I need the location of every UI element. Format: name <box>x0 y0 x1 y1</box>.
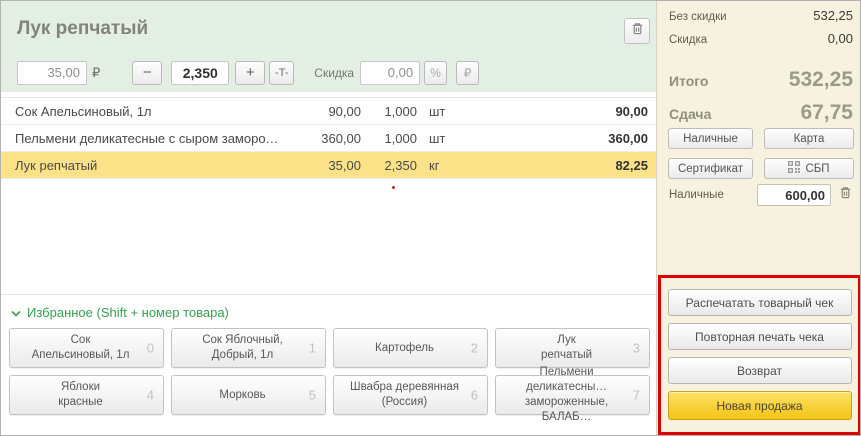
selected-item-header: Лук репчатый ₽ − + -T- Скидка % ₽ <box>1 1 656 92</box>
favorite-label: Пельмени деликатесны… замороженные, БАЛА… <box>524 366 609 423</box>
favorite-hotkey: 2 <box>470 340 478 356</box>
text-cursor-icon[interactable]: -T- <box>269 60 295 85</box>
pay-sbp-button[interactable]: СБП <box>764 158 854 179</box>
item-unit: шт <box>429 130 446 146</box>
table-row[interactable]: Сок Апельсиновый, 1л 90,00 1,000 шт 90,0… <box>1 98 656 125</box>
red-dot-artifact <box>392 186 395 189</box>
change-label: Сдача <box>669 106 712 122</box>
pay-certificate-button[interactable]: Сертификат <box>668 158 753 179</box>
total-value: 532,25 <box>788 68 853 91</box>
print-goods-receipt-button[interactable]: Распечатать товарный чек <box>667 289 852 316</box>
subtotal-row: Без скидки 532,25 <box>669 8 853 23</box>
favorite-label: Сок Яблочный, Добрый, 1л <box>202 334 283 361</box>
favorite-label: Яблоки красные <box>58 381 103 408</box>
refund-button[interactable]: Возврат <box>667 357 852 384</box>
discount-sum-value: 0,00 <box>827 31 853 46</box>
total-label: Итого <box>669 73 709 89</box>
discount-label: Скидка <box>314 65 355 80</box>
favorites-panel: Избранное (Shift + номер товара) Сок Апе… <box>1 294 656 435</box>
quantity-input[interactable] <box>171 60 230 85</box>
favorite-label: Сок Апельсиновый, 1л <box>31 334 130 361</box>
favorite-hotkey: 4 <box>146 387 154 403</box>
favorites-title: Избранное (Shift + номер товара) <box>27 305 229 320</box>
pay-card-button[interactable]: Карта <box>764 128 854 149</box>
sbp-label: СБП <box>805 162 830 175</box>
quantity-plus-button[interactable]: + <box>235 60 266 85</box>
discount-row: Скидка 0,00 <box>669 31 853 46</box>
trash-icon <box>838 185 853 205</box>
qr-code-icon <box>788 161 801 176</box>
pay-cash-button[interactable]: Наличные <box>668 128 753 149</box>
item-total: 82,25 <box>615 157 648 173</box>
item-price: 90,00 <box>328 103 361 119</box>
favorite-hotkey: 1 <box>308 340 316 356</box>
favorite-item-button[interactable]: Картофель 2 <box>333 328 488 368</box>
item-qty: 1,000 <box>384 130 417 146</box>
item-unit: шт <box>429 103 446 119</box>
favorite-item-button[interactable]: Швабра деревянная (Россия) 6 <box>333 375 488 415</box>
selected-item-title: Лук репчатый <box>17 18 149 39</box>
quantity-minus-button[interactable]: − <box>132 60 163 85</box>
item-qty: 2,350 <box>384 157 417 173</box>
chevron-down-icon <box>11 305 21 320</box>
reprint-receipt-button[interactable]: Повторная печать чека <box>667 323 852 350</box>
item-qty: 1,000 <box>384 103 417 119</box>
item-name: Пельмени деликатесные с сыром замороже… <box>15 130 281 146</box>
favorite-item-button[interactable]: Лук репчатый 3 <box>495 328 650 368</box>
item-unit: кг <box>429 157 440 173</box>
sale-area: Лук репчатый ₽ − + -T- Скидка % ₽ <box>1 1 656 435</box>
favorite-item-button[interactable]: Пельмени деликатесны… замороженные, БАЛА… <box>495 366 650 423</box>
favorite-label: Лук репчатый <box>540 334 593 361</box>
item-total: 90,00 <box>615 103 648 119</box>
favorite-item-button[interactable]: Сок Яблочный, Добрый, 1л 1 <box>171 328 326 368</box>
table-row[interactable]: Пельмени деликатесные с сыром замороже… … <box>1 125 656 152</box>
payment-methods: Наличные Карта Сертификат СБП <box>668 128 854 179</box>
item-name: Лук репчатый <box>15 157 98 173</box>
no-discount-value: 532,25 <box>813 8 853 23</box>
no-discount-label: Без скидки <box>669 11 727 23</box>
cash-payment-row: Наличные <box>669 184 854 206</box>
change-value: 67,75 <box>800 101 853 124</box>
favorite-hotkey: 0 <box>146 340 154 356</box>
discount-sum-label: Скидка <box>669 34 708 46</box>
favorite-item-button[interactable]: Сок Апельсиновый, 1л 0 <box>9 328 164 368</box>
receipt-items-table: Сок Апельсиновый, 1л 90,00 1,000 шт 90,0… <box>1 97 656 179</box>
favorite-hotkey: 6 <box>470 387 478 403</box>
trash-icon <box>630 21 645 41</box>
price-currency-label: ₽ <box>92 64 101 80</box>
cash-payment-label: Наличные <box>669 189 724 201</box>
favorite-hotkey: 7 <box>632 387 640 403</box>
favorite-label: Морковь <box>219 388 266 401</box>
favorite-label: Швабра деревянная (Россия) <box>350 381 459 408</box>
table-row-selected[interactable]: Лук репчатый 35,00 2,350 кг 82,25 <box>1 152 656 179</box>
receipt-actions-highlighted: Распечатать товарный чек Повторная печат… <box>658 275 860 435</box>
change-row: Сдача 67,75 <box>669 101 853 125</box>
favorite-item-button[interactable]: Яблоки красные 4 <box>9 375 164 415</box>
new-sale-button[interactable]: Новая продажа <box>667 391 852 420</box>
favorite-hotkey: 3 <box>632 340 640 356</box>
favorite-label: Картофель <box>375 341 434 354</box>
payment-panel: Без скидки 532,25 Скидка 0,00 Итого 532,… <box>656 1 860 435</box>
favorite-item-button[interactable]: Морковь 5 <box>171 375 326 415</box>
price-input[interactable] <box>17 60 87 85</box>
delete-item-button[interactable] <box>624 18 650 44</box>
total-row: Итого 532,25 <box>669 68 853 92</box>
delete-payment-button[interactable] <box>836 186 854 204</box>
item-price: 360,00 <box>321 130 361 146</box>
discount-ruble-button[interactable]: ₽ <box>456 60 480 85</box>
item-name: Сок Апельсиновый, 1л <box>15 103 152 119</box>
favorites-header[interactable]: Избранное (Shift + номер товара) <box>11 305 656 320</box>
discount-percent-button[interactable]: % <box>424 60 448 85</box>
item-total: 360,00 <box>608 130 648 146</box>
item-edit-controls: ₽ − + -T- Скидка % ₽ <box>17 60 480 85</box>
favorites-grid: Сок Апельсиновый, 1л 0 Сок Яблочный, Доб… <box>9 328 650 423</box>
cash-amount-input[interactable] <box>757 184 831 206</box>
item-price: 35,00 <box>328 157 361 173</box>
favorite-hotkey: 5 <box>308 387 316 403</box>
discount-input[interactable] <box>360 60 421 85</box>
